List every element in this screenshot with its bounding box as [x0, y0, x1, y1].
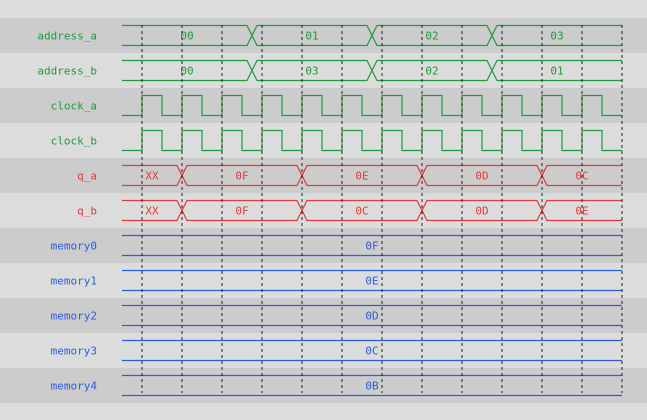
bus-segment: [541, 164, 622, 187]
bus-value: 0C: [355, 205, 368, 218]
row-background: [0, 298, 647, 333]
bus-value: 0B: [365, 380, 379, 393]
clock-waveform: [122, 94, 622, 117]
row-background: [0, 88, 647, 123]
bus-value: 0F: [235, 170, 248, 183]
bus-segment: [122, 339, 622, 362]
signal-memory0: 0F: [122, 234, 622, 257]
bus-segment: [122, 269, 622, 292]
bus-value: 01: [305, 30, 318, 43]
bus-value: 0E: [355, 170, 368, 183]
signal-label-q_a[interactable]: q_a: [77, 170, 97, 183]
bus-segment: [541, 199, 622, 222]
bus-value: XX: [145, 205, 159, 218]
signal-label-memory0[interactable]: memory0: [51, 240, 97, 253]
bus-segment: [491, 24, 622, 47]
signal-address_a: 00 01 02 03: [122, 24, 622, 47]
signal-memory1: 0E: [122, 269, 622, 292]
time-gridlines: [141, 25, 623, 393]
bus-value: 02: [425, 65, 438, 78]
bus-value: 0D: [475, 170, 488, 183]
row-background: [0, 158, 647, 193]
row-background: [0, 123, 647, 158]
signal-label-clock_b[interactable]: clock_b: [51, 135, 97, 148]
bus-segment: [122, 374, 622, 397]
bus-segment: [122, 234, 622, 257]
bus-value: 0E: [365, 275, 378, 288]
row-background: [0, 193, 647, 228]
bus-value: 00: [180, 65, 193, 78]
signal-clock_a: [122, 94, 622, 117]
signal-memory2: 0D: [122, 304, 622, 327]
row-background: [0, 53, 647, 88]
bus-value: 03: [305, 65, 318, 78]
bus-value: 0F: [235, 205, 248, 218]
bus-value: 0D: [365, 310, 378, 323]
bus-value: 02: [425, 30, 438, 43]
signal-address_b: 00 03 02 01: [122, 59, 622, 82]
signal-label-address_b[interactable]: address_b: [37, 65, 97, 78]
signal-memory4: 0B: [122, 374, 622, 397]
clock-waveform: [122, 129, 622, 152]
signal-label-memory2[interactable]: memory2: [51, 310, 97, 323]
bus-segment: [491, 59, 622, 82]
signal-waves: address_a 00 01 02 03 address_b 00 03 02 01 clock_…: [37, 24, 622, 397]
row-background: [0, 228, 647, 263]
signal-label-address_a[interactable]: address_a: [37, 30, 97, 43]
bus-value: 0D: [475, 205, 488, 218]
signal-label-memory1[interactable]: memory1: [51, 275, 97, 288]
row-background: [0, 333, 647, 368]
bus-value: 00: [180, 30, 193, 43]
signal-label-memory3[interactable]: memory3: [51, 345, 97, 358]
bus-value: 0C: [365, 345, 378, 358]
bus-value: 03: [550, 30, 563, 43]
bus-segment: [122, 304, 622, 327]
row-background: [0, 368, 647, 403]
bus-value: XX: [145, 170, 159, 183]
row-background: [0, 18, 647, 53]
signal-label-q_b[interactable]: q_b: [77, 205, 97, 218]
bus-value: 01: [550, 65, 563, 78]
signal-label-clock_a[interactable]: clock_a: [51, 100, 97, 113]
signal-memory3: 0C: [122, 339, 622, 362]
row-background: [0, 263, 647, 298]
row-backgrounds: [0, 18, 647, 403]
signal-clock_b: [122, 129, 622, 152]
signal-label-memory4[interactable]: memory4: [51, 380, 98, 393]
bus-value: 0F: [365, 240, 378, 253]
